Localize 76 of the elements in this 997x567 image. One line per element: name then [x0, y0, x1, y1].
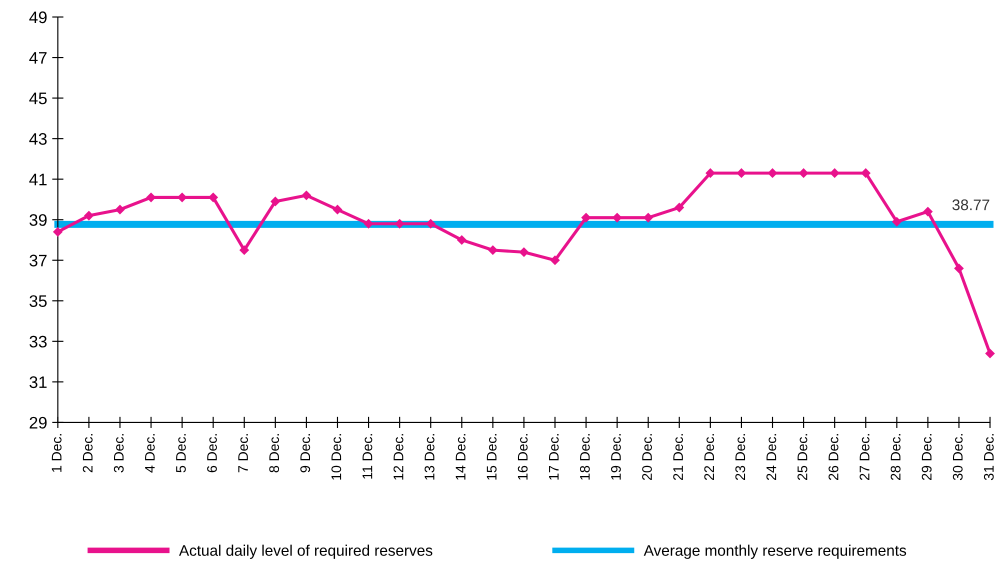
- point: [736, 168, 746, 178]
- x-tick-label: 5 Dec.: [176, 434, 186, 472]
- point: [798, 168, 808, 178]
- y-tick-label: 41: [29, 174, 47, 186]
- x-tick-label: 16 Dec.: [518, 434, 528, 480]
- y-tick-label: 47: [29, 52, 47, 64]
- x-tick-label: 3 Dec.: [114, 434, 124, 472]
- point: [674, 202, 684, 212]
- y-tick-label: 33: [30, 336, 47, 348]
- point: [581, 213, 591, 222]
- x-tick-label: 22 Dec.: [704, 434, 714, 480]
- y-tick-label: 45: [29, 92, 47, 104]
- point: [861, 168, 870, 178]
- x-tick-label: 23 Dec.: [735, 434, 746, 480]
- y-tick-label: 39: [30, 214, 47, 226]
- point: [53, 227, 62, 236]
- x-tick-label: 28 Dec.: [890, 434, 901, 480]
- point: [115, 204, 125, 214]
- point: [830, 168, 840, 178]
- point: [985, 348, 995, 358]
- x-tick-label: 11 Dec.: [362, 434, 372, 479]
- x-tick-label: 18 Dec.: [580, 434, 590, 480]
- x-tick-label: 30 Dec.: [952, 434, 963, 480]
- x-tick-label: 19 Dec.: [611, 434, 621, 480]
- point: [457, 235, 466, 245]
- y-tick-label: 29: [30, 416, 47, 429]
- x-tick-label: 29 Dec.: [922, 434, 932, 480]
- x-tick-label: 31 Dec.: [984, 434, 994, 480]
- x-tick-label: 6 Dec.: [207, 434, 217, 472]
- y-tick-label: 37: [30, 254, 47, 266]
- point: [426, 219, 436, 228]
- x-tick-label: 2 Dec.: [82, 434, 93, 472]
- y-tick-label: 43: [29, 133, 47, 145]
- x-tick-label: 10 Dec.: [331, 434, 342, 480]
- point: [240, 245, 249, 255]
- point: [768, 168, 778, 178]
- x-tick-label: 7 Dec.: [238, 434, 248, 472]
- y-tick-label: 31: [30, 376, 47, 388]
- x-tick-label: 12 Dec.: [394, 434, 404, 480]
- x-tick-label: 9 Dec.: [300, 434, 310, 472]
- point: [84, 211, 94, 220]
- point: [644, 213, 653, 222]
- legend-label: Average monthly reserve requirements: [644, 544, 906, 559]
- y-tick-label: 49: [29, 11, 47, 24]
- point: [208, 192, 218, 202]
- point: [364, 219, 374, 228]
- point: [270, 196, 280, 206]
- point: [177, 192, 187, 202]
- point: [146, 192, 156, 202]
- x-tick-label: 20 Dec.: [642, 434, 652, 480]
- point: [488, 245, 498, 255]
- x-tick-label: 4 Dec.: [145, 434, 155, 473]
- x-tick-label: 26 Dec.: [828, 434, 838, 480]
- x-tick-label: 21 Dec.: [673, 434, 684, 480]
- x-tick-label: 1 Dec.: [52, 434, 62, 472]
- x-tick-label: 17 Dec.: [549, 434, 559, 480]
- point: [332, 204, 342, 214]
- point: [706, 168, 715, 178]
- x-tick-label: 8 Dec.: [269, 434, 280, 472]
- point: [892, 217, 902, 226]
- x-tick-label: 24 Dec.: [766, 434, 776, 480]
- point: [612, 213, 622, 222]
- x-tick-label: 27 Dec.: [860, 434, 870, 480]
- x-tick-label: 15 Dec.: [486, 434, 497, 480]
- x-tick-label: 13 Dec.: [424, 434, 434, 480]
- point: [923, 206, 932, 216]
- y-tick-label: 35: [30, 295, 47, 307]
- data-label: 38.77: [952, 199, 990, 210]
- point: [302, 190, 312, 200]
- legend-label: Actual daily level of required reserves: [179, 544, 432, 559]
- x-tick-label: 25 Dec.: [797, 434, 808, 480]
- point: [550, 256, 560, 265]
- point: [954, 264, 964, 273]
- point: [395, 219, 404, 228]
- x-tick-label: 14 Dec.: [456, 434, 466, 480]
- point: [519, 248, 529, 257]
